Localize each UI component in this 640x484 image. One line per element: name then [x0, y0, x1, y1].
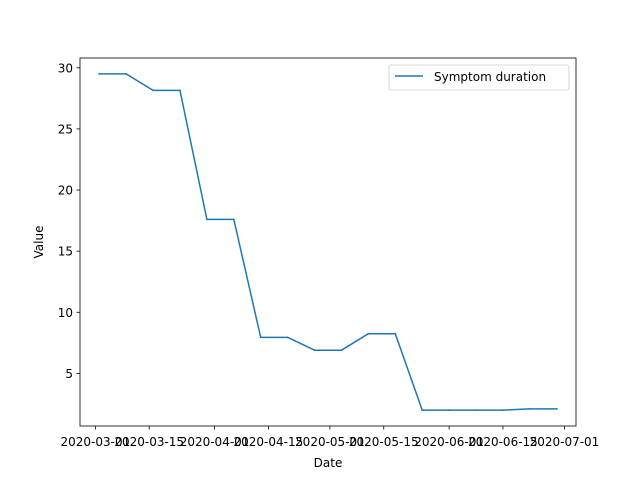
data-point	[367, 332, 370, 335]
x-ticks: 2020-03-012020-03-152020-04-012020-04-15…	[61, 426, 600, 449]
y-axis-label: Value	[32, 226, 46, 259]
y-tick-label: 25	[58, 122, 73, 136]
x-tick-label: 2020-05-15	[349, 435, 419, 449]
data-point	[152, 89, 154, 92]
x-tick-label: 2020-06-15	[468, 435, 538, 449]
data-point	[528, 407, 531, 410]
x-tick-label: 2020-06-01	[414, 435, 484, 449]
data-point	[313, 349, 316, 352]
data-point	[502, 409, 504, 412]
data-point	[125, 72, 128, 75]
data-point	[205, 218, 208, 221]
series-group	[98, 72, 558, 412]
y-tick-label: 10	[58, 306, 73, 320]
x-tick-label: 2020-04-01	[180, 435, 250, 449]
y-tick-label: 15	[58, 245, 73, 259]
x-tick-label: 2020-05-01	[295, 435, 365, 449]
y-tick-label: 30	[58, 61, 73, 75]
y-ticks: 5 10 15 20 25 30	[58, 61, 80, 381]
data-point	[448, 409, 451, 412]
x-axis-label: Date	[314, 456, 343, 470]
legend-label: Symptom duration	[434, 70, 546, 84]
data-point	[340, 349, 343, 352]
data-point	[555, 407, 558, 410]
y-tick-label: 20	[58, 184, 73, 198]
legend: Symptom duration	[388, 64, 570, 91]
data-point	[98, 72, 101, 75]
data-point	[286, 336, 289, 339]
series-line	[98, 73, 558, 411]
data-point	[179, 89, 181, 92]
legend-box	[388, 64, 570, 91]
data-point	[421, 409, 424, 412]
data-point	[232, 218, 235, 221]
x-tick-label: 2020-03-01	[61, 435, 131, 449]
data-point	[259, 336, 262, 339]
x-tick-label: 2020-07-01	[530, 435, 600, 449]
plot-frame	[79, 57, 577, 427]
x-tick-label: 2020-03-15	[114, 435, 184, 449]
plot-area	[80, 58, 576, 426]
data-point	[394, 332, 397, 335]
y-tick-label: 5	[65, 367, 73, 381]
x-tick-label: 2020-04-15	[234, 435, 304, 449]
data-point	[475, 409, 477, 412]
